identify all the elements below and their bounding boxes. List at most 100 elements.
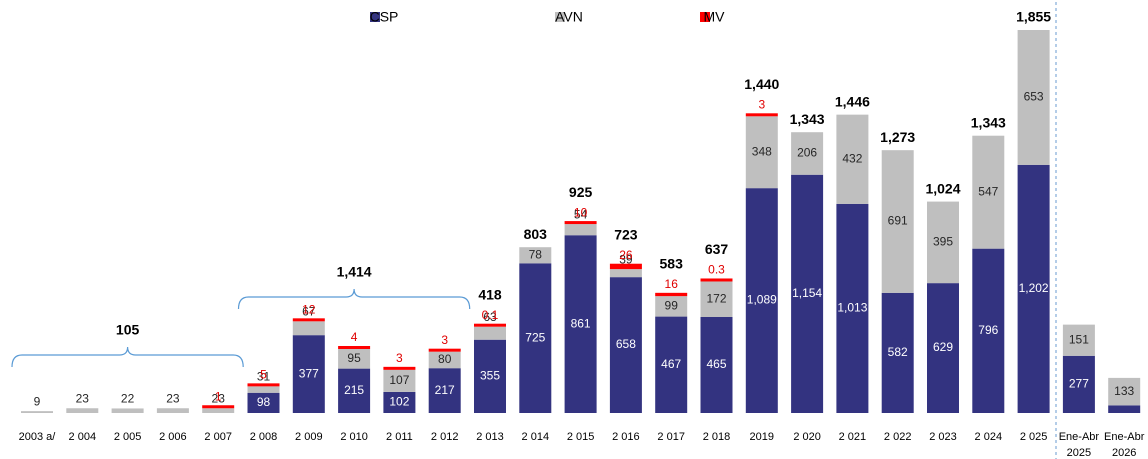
bar-segment	[474, 339, 506, 413]
data-label: 217	[435, 383, 455, 397]
x-tick-label: 2 012	[431, 431, 459, 443]
bar-segment	[292, 335, 325, 413]
bar-segment	[292, 321, 325, 336]
data-label: 12	[302, 302, 316, 316]
data-label: 465	[706, 357, 726, 371]
bar-segment	[247, 392, 280, 413]
bar-segment	[1017, 30, 1050, 165]
data-label: 78	[529, 247, 543, 261]
bar-segment	[745, 188, 778, 413]
data-label: 23	[212, 391, 226, 405]
data-label: 133	[1114, 384, 1134, 398]
data-label: 99	[665, 299, 679, 313]
data-label: 1,013	[837, 301, 867, 315]
x-tick-label: 2 021	[839, 431, 867, 443]
data-label: 1,202	[1019, 281, 1049, 295]
data-label: 98	[257, 395, 271, 409]
data-label: 395	[933, 235, 953, 249]
data-label: 467	[661, 357, 681, 371]
bar-segment	[836, 114, 869, 204]
data-label: 355	[480, 369, 500, 383]
x-tick-label: 2 007	[204, 431, 232, 443]
data-label: 206	[797, 146, 817, 160]
legend-label: CSP	[370, 9, 399, 25]
bar-segment	[927, 201, 959, 284]
bar-segment	[564, 221, 597, 225]
data-label: 658	[616, 337, 636, 351]
x-tick-label: 2 024	[975, 431, 1003, 443]
bar-segment	[700, 316, 733, 413]
x-tick-label: 2 013	[476, 431, 504, 443]
x-tick-label: 2 014	[522, 431, 550, 443]
data-label: 1,089	[747, 293, 777, 307]
bar-segment	[428, 368, 461, 413]
bar-segment	[927, 283, 959, 413]
x-tick-label: 2 015	[567, 431, 595, 443]
bar-segment	[881, 150, 914, 293]
data-label: 10	[574, 205, 588, 219]
legend-label: AVN	[555, 9, 583, 25]
total-label: 925	[569, 184, 593, 200]
data-label: 16	[665, 277, 679, 291]
bar-segment	[21, 411, 53, 413]
total-label: 723	[614, 226, 638, 242]
bar-segment	[700, 281, 733, 317]
total-label: 418	[478, 286, 502, 302]
data-label: 277	[1069, 377, 1089, 391]
total-label: 1,024	[925, 180, 960, 196]
bar-segment	[609, 269, 642, 278]
x-tick-label: 2 004	[69, 431, 97, 443]
bar-segment	[564, 235, 597, 413]
data-label: 172	[706, 291, 726, 305]
bar-segment	[609, 277, 642, 413]
group-total-label: 105	[116, 322, 140, 338]
bar-segment	[655, 296, 688, 317]
bar-segment	[383, 369, 416, 392]
x-tick-label: 2003 a/	[19, 431, 57, 443]
data-label: 31	[257, 370, 271, 384]
x-tick-label: Ene-Abr 2026	[1104, 431, 1145, 459]
bar-segment	[1017, 164, 1050, 413]
data-label: 796	[978, 323, 998, 337]
bar-segment	[791, 174, 824, 413]
bar-segment	[474, 326, 506, 340]
bar-segment	[202, 405, 235, 409]
x-tick-label: 2 017	[657, 431, 685, 443]
bar-segment	[791, 132, 824, 175]
bar-segment	[745, 116, 778, 189]
bar-segment	[1108, 377, 1141, 406]
bar-segment	[428, 348, 461, 352]
bar-segment	[338, 345, 371, 349]
data-label: 629	[933, 340, 953, 354]
data-label: 547	[978, 184, 998, 198]
data-label: 215	[344, 383, 364, 397]
bar-segment	[156, 408, 189, 413]
legend-swatch	[370, 12, 380, 22]
data-label: 653	[1024, 90, 1044, 104]
data-label: 3	[396, 351, 403, 365]
data-label: 582	[888, 345, 908, 359]
bar-segment	[247, 383, 280, 387]
bar-segment	[655, 292, 688, 297]
total-label: 1,855	[1016, 9, 1051, 25]
bar-segment	[247, 386, 280, 393]
x-tick-label: 2 008	[250, 431, 278, 443]
data-label: 377	[299, 366, 319, 380]
bar-segment	[66, 408, 99, 413]
bar-segment	[655, 316, 688, 413]
total-label: 1,273	[880, 129, 915, 145]
data-label: 4	[351, 330, 358, 344]
bar-segment	[519, 263, 552, 413]
data-label: 0.1	[482, 308, 499, 322]
bar-segment	[745, 113, 778, 117]
bar-segment	[519, 247, 552, 264]
x-tick-label: 2 023	[929, 431, 957, 443]
bar-segment	[881, 292, 914, 413]
bar-segment	[972, 248, 1005, 413]
bar-segment	[1062, 355, 1095, 413]
x-tick-label: 2 006	[159, 431, 187, 443]
data-label: 63	[483, 310, 497, 324]
x-tick-label: 2 010	[340, 431, 368, 443]
bar-segment	[111, 408, 144, 413]
